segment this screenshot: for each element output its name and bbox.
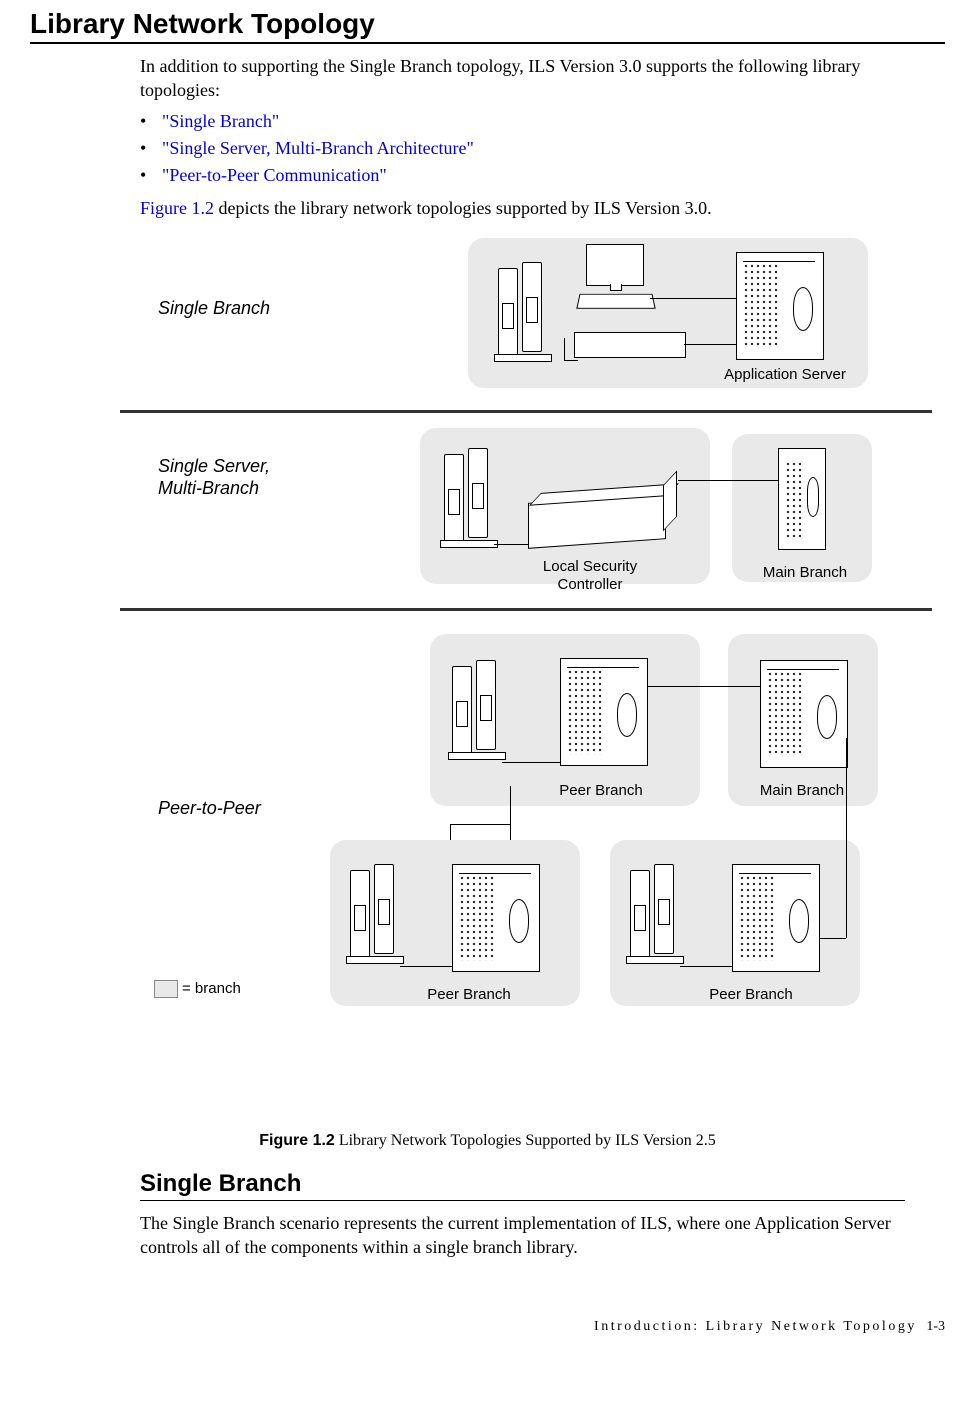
peer-top-right-panel	[728, 634, 878, 806]
link-single-branch[interactable]: "Single Branch"	[162, 111, 279, 131]
server-icon	[732, 864, 820, 972]
topology-list: "Single Branch" "Single Server, Multi-Br…	[140, 111, 885, 186]
legend-text: = branch	[182, 980, 241, 997]
link-multi-branch[interactable]: "Single Server, Multi-Branch Architectur…	[162, 138, 474, 158]
list-item: "Peer-to-Peer Communication"	[140, 165, 885, 186]
server-icon	[736, 252, 824, 360]
row1-label: Single Branch	[158, 298, 270, 319]
server-icon	[760, 660, 848, 768]
legend-swatch	[154, 980, 178, 998]
subsection-title: Single Branch	[140, 1170, 905, 1198]
subsection-rule	[140, 1200, 905, 1201]
list-item: "Single Branch"	[140, 111, 885, 132]
workstation-icon	[578, 244, 652, 314]
link-peer[interactable]: "Peer-to-Peer Communication"	[162, 165, 387, 185]
device-icon	[574, 332, 686, 358]
server-icon	[452, 864, 540, 972]
peer-branch-caption2: Peer Branch	[414, 986, 524, 1003]
figure-ref-link[interactable]: Figure 1.2	[140, 198, 214, 218]
topology-diagram: Single Branch Application Server	[50, 238, 940, 1108]
rack-device-icon	[528, 493, 666, 549]
separator	[120, 608, 932, 611]
security-gate-icon	[630, 864, 678, 964]
figure-ref-text: depicts the library network topologies s…	[214, 198, 712, 218]
figure-ref-para: Figure 1.2 depicts the library network t…	[140, 196, 885, 220]
title-rule	[30, 42, 945, 44]
security-gate-icon	[452, 660, 500, 760]
figure-title: Library Network Topologies Supported by …	[335, 1132, 716, 1149]
peer-branch-caption: Peer Branch	[546, 782, 656, 799]
server-icon	[778, 448, 826, 550]
server-icon	[560, 658, 648, 766]
local-sec-caption-a: Local Security	[530, 558, 650, 575]
page-title: Library Network Topology	[30, 8, 945, 40]
figure-number: Figure 1.2	[259, 1132, 335, 1149]
security-gate-icon	[498, 262, 546, 362]
list-item: "Single Server, Multi-Branch Architectur…	[140, 138, 885, 159]
row2-label-a: Single Server,	[158, 456, 270, 477]
figure-caption: Figure 1.2 Library Network Topologies Su…	[30, 1132, 945, 1150]
footer-section: Introduction: Library Network Topology	[594, 1319, 917, 1334]
single-branch-para: The Single Branch scenario represents th…	[140, 1211, 905, 1260]
multi-branch-right-panel	[732, 434, 872, 582]
peer-top-left-panel	[430, 634, 700, 806]
security-gate-icon	[350, 864, 398, 964]
app-server-caption: Application Server	[710, 366, 860, 383]
main-branch-caption: Main Branch	[750, 564, 860, 581]
row3-label: Peer-to-Peer	[158, 798, 261, 819]
page-footer: Introduction: Library Network Topology 1…	[0, 1319, 945, 1335]
separator	[120, 410, 932, 413]
main-branch-caption2: Main Branch	[742, 782, 862, 799]
intro-para: In addition to supporting the Single Bra…	[140, 54, 885, 103]
row2-label-b: Multi-Branch	[158, 478, 259, 499]
peer-bottom-left-panel	[330, 840, 580, 1006]
footer-page: 1-3	[926, 1319, 945, 1334]
security-gate-icon	[444, 448, 492, 548]
peer-branch-caption3: Peer Branch	[696, 986, 806, 1003]
local-sec-caption-b: Controller	[540, 576, 640, 593]
peer-bottom-right-panel	[610, 840, 860, 1006]
